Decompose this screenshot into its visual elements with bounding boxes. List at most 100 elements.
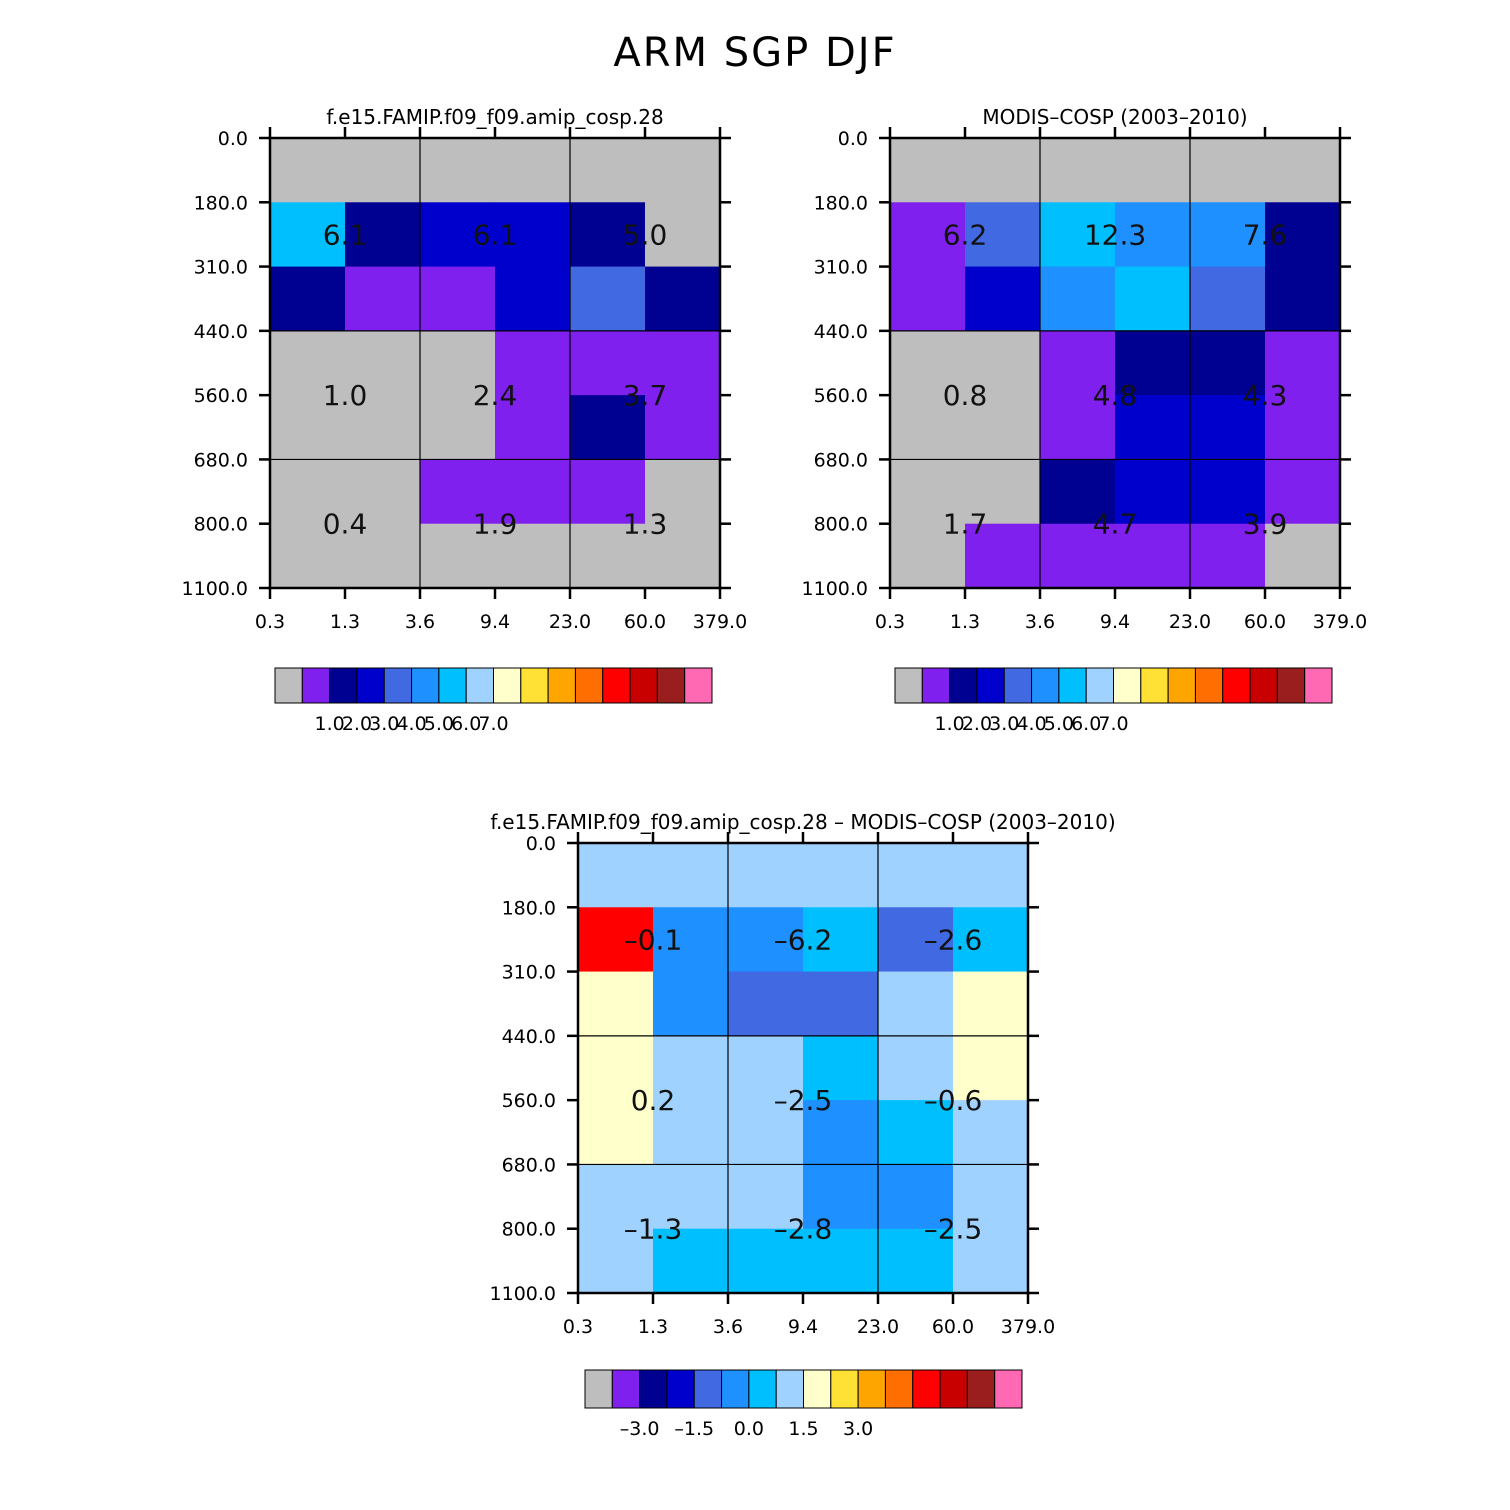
heatmap-cell xyxy=(1190,523,1266,589)
colorbar-box xyxy=(520,667,549,704)
colorbar-box xyxy=(602,667,631,704)
colorbar-box xyxy=(1276,667,1306,704)
heatmap-cell xyxy=(578,971,654,1037)
heatmap-cell xyxy=(653,1228,729,1294)
heatmap-cell xyxy=(953,1100,1029,1165)
data-label: –2.5 xyxy=(774,1084,833,1117)
heatmap-cell xyxy=(578,1164,654,1230)
colorbar-box xyxy=(1140,667,1169,704)
heatmap-cell xyxy=(1190,138,1266,203)
heatmap-cell xyxy=(803,1035,879,1101)
heatmap-cell xyxy=(1190,202,1266,268)
colorbar-label: 5.0 xyxy=(424,713,454,735)
colorbar-box xyxy=(976,667,1005,704)
data-label: 1.9 xyxy=(473,508,518,541)
heatmap-cell xyxy=(420,266,496,332)
heatmap-cell xyxy=(890,202,966,268)
heatmap-cell xyxy=(645,138,721,203)
main-title: ARM SGP DJF xyxy=(613,30,897,76)
heatmap-cell xyxy=(345,459,421,525)
heatmap-cell xyxy=(1040,395,1116,460)
heatmap-cell xyxy=(270,266,346,332)
heatmap-cell xyxy=(1115,459,1191,525)
heatmap-cell xyxy=(803,843,879,908)
x-tick-label: 379.0 xyxy=(693,611,747,633)
heatmap-cell xyxy=(1265,330,1341,396)
heatmap-cell xyxy=(420,459,496,525)
heatmap-cell xyxy=(645,330,721,396)
heatmap-cell xyxy=(965,202,1041,268)
heatmap-cell xyxy=(270,523,346,589)
heatmap-cell xyxy=(890,523,966,589)
heatmap-cell xyxy=(570,266,646,332)
heatmap-cell xyxy=(570,330,646,396)
colorbar-box xyxy=(329,667,358,704)
heatmap-cell xyxy=(653,1100,729,1165)
colorbar-box xyxy=(1113,667,1142,704)
y-tick-label: 800.0 xyxy=(814,514,868,536)
colorbar-box xyxy=(949,667,978,704)
heatmap-cell xyxy=(890,459,966,525)
panel-title: f.e15.FAMIP.f09_f09.amip_cosp.28 xyxy=(326,105,663,129)
heatmap-cell xyxy=(878,907,954,973)
colorbar-label: 3.0 xyxy=(989,713,1019,735)
colorbar-box xyxy=(1058,667,1087,704)
colorbar-box xyxy=(721,1369,750,1409)
heatmap-cell xyxy=(420,202,496,268)
heatmap-cell xyxy=(495,330,571,396)
data-label: 4.3 xyxy=(1243,379,1288,412)
colorbar-box xyxy=(775,1369,804,1409)
colorbar-box xyxy=(274,667,303,704)
colorbar-label: 0.0 xyxy=(734,1418,764,1440)
heatmap-cell xyxy=(890,266,966,332)
data-label: –2.5 xyxy=(924,1213,983,1246)
colorbar-label: 6.0 xyxy=(1071,713,1101,735)
data-label: 6.2 xyxy=(943,218,988,251)
heatmap-cell xyxy=(953,971,1029,1037)
heatmap-cell xyxy=(570,459,646,525)
heatmap-cell xyxy=(1115,395,1191,460)
x-tick-label: 9.4 xyxy=(480,611,510,633)
colorbar-box xyxy=(748,1369,777,1409)
heatmap-cell xyxy=(570,523,646,589)
heatmap-cell xyxy=(803,1228,879,1294)
heatmap-cell xyxy=(420,138,496,203)
heatmap-cell xyxy=(345,138,421,203)
heatmap-cell xyxy=(270,138,346,203)
heatmap-cell xyxy=(1040,138,1116,203)
heatmap-cell xyxy=(495,395,571,460)
heatmap-cell xyxy=(953,907,1029,973)
data-label: 1.0 xyxy=(323,379,368,412)
y-tick-label: 180.0 xyxy=(814,192,868,214)
panel-model: f.e15.FAMIP.f09_f09.amip_cosp.28 0.0 180.0… xyxy=(182,105,748,735)
heatmap-cell xyxy=(1115,266,1191,332)
panel-title: MODIS–COSP (2003–2010) xyxy=(982,105,1247,129)
heatmap-cell xyxy=(890,138,966,203)
colorbar-box xyxy=(1304,667,1333,704)
x-tick-label: 60.0 xyxy=(624,611,666,633)
data-label: 1.3 xyxy=(623,508,668,541)
colorbar-label: 2.0 xyxy=(342,713,372,735)
heatmap-cell xyxy=(1040,523,1116,589)
heatmap-cell xyxy=(803,1164,879,1230)
x-tick-label: 60.0 xyxy=(1244,611,1286,633)
heatmap-cell xyxy=(270,202,346,268)
colorbar-box xyxy=(584,1369,613,1409)
heatmap-cell xyxy=(878,1035,954,1101)
heatmap-cell xyxy=(578,1100,654,1165)
heatmap-cell xyxy=(1265,459,1341,525)
colorbar-box xyxy=(1194,667,1224,704)
colorbar-box xyxy=(1167,667,1196,704)
colorbar-label: 1.5 xyxy=(788,1418,818,1440)
heatmap-cell xyxy=(420,523,496,589)
heatmap-cell xyxy=(270,459,346,525)
data-label: 0.2 xyxy=(631,1084,676,1117)
heatmap-cell xyxy=(420,395,496,460)
colorbar-label: –3.0 xyxy=(620,1418,660,1440)
x-tick-label: 1.3 xyxy=(638,1316,668,1338)
colorbar-box xyxy=(921,667,951,704)
heatmap-cell xyxy=(653,907,729,973)
heatmap-cell xyxy=(1190,266,1266,332)
heatmap-cell xyxy=(578,1228,654,1294)
heatmap-cell xyxy=(953,1228,1029,1294)
